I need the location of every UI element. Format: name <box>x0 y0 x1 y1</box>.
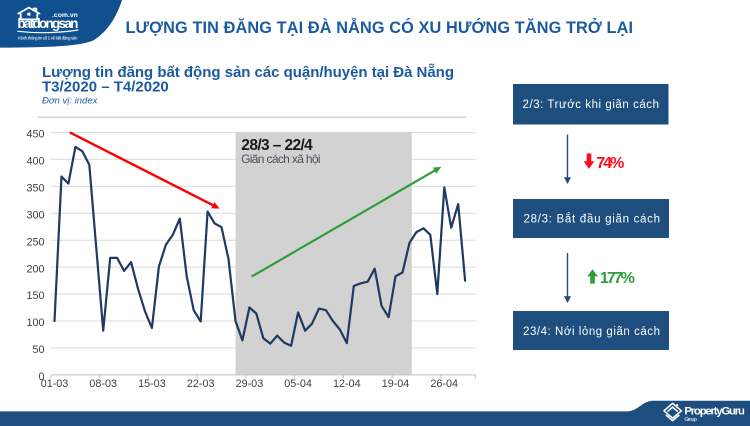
svg-text:50: 50 <box>32 344 44 356</box>
svg-text:100: 100 <box>26 317 44 329</box>
svg-text:200: 200 <box>26 263 44 275</box>
svg-text:22-03: 22-03 <box>187 378 215 390</box>
svg-text:05-04: 05-04 <box>284 378 312 390</box>
svg-text:15-03: 15-03 <box>138 378 166 390</box>
svg-text:23/4: Nới lỏng giãn cách: 23/4: Nới lỏng giãn cách <box>523 326 660 338</box>
svg-text:19-04: 19-04 <box>382 378 410 390</box>
svg-text:2/3: Trước khi giãn cách: 2/3: Trước khi giãn cách <box>523 99 660 111</box>
svg-text:Group: Group <box>684 417 697 423</box>
svg-text:Lượng tin đăng bất động sản cá: Lượng tin đăng bất động sản các quận/huy… <box>42 64 454 81</box>
svg-text:400: 400 <box>26 156 44 168</box>
svg-text:Đơn vị: index: Đơn vị: index <box>42 96 99 107</box>
svg-text:250: 250 <box>26 236 44 248</box>
svg-text:450: 450 <box>26 129 44 141</box>
svg-text:PropertyGuru: PropertyGuru <box>684 406 745 418</box>
svg-text:Giãn cách xã hội: Giãn cách xã hội <box>241 152 321 166</box>
svg-text:28/3 – 22/4: 28/3 – 22/4 <box>241 137 313 154</box>
svg-text:01-03: 01-03 <box>41 378 69 390</box>
svg-text:28/3: Bắt đầu giãn cách: 28/3: Bắt đầu giãn cách <box>524 213 661 226</box>
svg-text:29-03: 29-03 <box>236 378 264 390</box>
svg-text:.com.vn: .com.vn <box>52 12 78 19</box>
svg-text:150: 150 <box>26 290 44 302</box>
svg-text:LƯỢNG TIN ĐĂNG TẠI ĐÀ NẴNG CÓ: LƯỢNG TIN ĐĂNG TẠI ĐÀ NẴNG CÓ XU HƯỚNG T… <box>126 18 634 37</box>
svg-text:08-03: 08-03 <box>89 378 117 390</box>
svg-text:300: 300 <box>26 209 44 221</box>
svg-text:12-04: 12-04 <box>333 378 361 390</box>
svg-text:177%: 177% <box>600 270 635 287</box>
svg-text:Kênh thông tin số 1 về bất độn: Kênh thông tin số 1 về bất động sản <box>18 35 78 40</box>
svg-text:26-04: 26-04 <box>430 378 458 390</box>
svg-text:0: 0 <box>38 371 44 383</box>
svg-text:74%: 74% <box>596 155 624 172</box>
svg-text:T3/2020 – T4/2020: T3/2020 – T4/2020 <box>42 79 169 96</box>
svg-text:350: 350 <box>26 183 44 195</box>
svg-text:batdongsan: batdongsan <box>17 16 78 31</box>
